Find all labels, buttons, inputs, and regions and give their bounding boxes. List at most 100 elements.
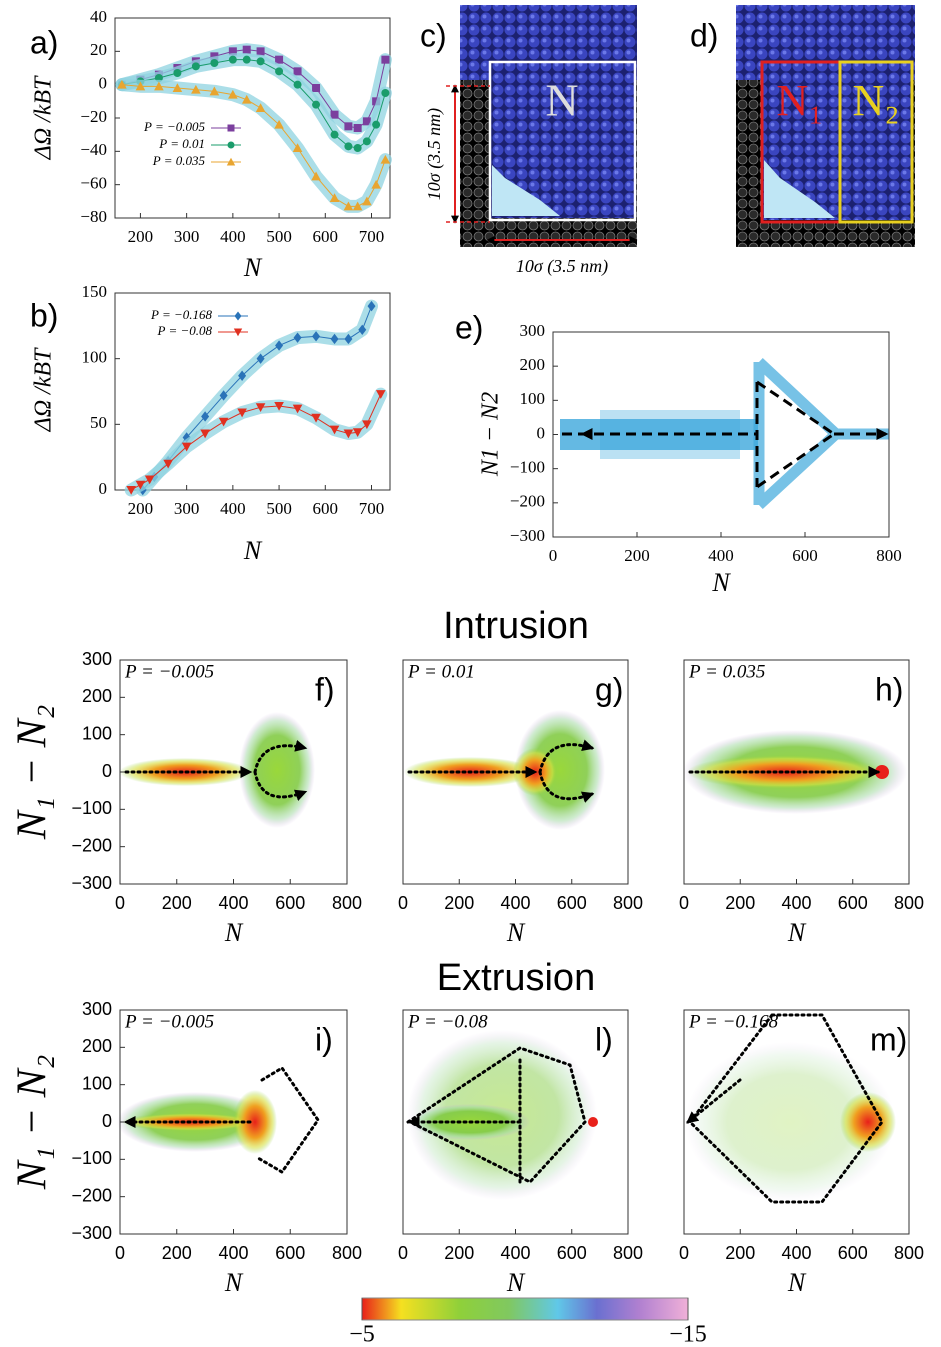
marker — [353, 144, 362, 152]
colorbar-label: −5 — [349, 1322, 375, 1347]
marker — [330, 333, 339, 345]
y-tick-label: 100 — [82, 723, 112, 743]
legend-label: P = 0.01 — [158, 136, 205, 151]
marker — [293, 332, 302, 343]
marker — [144, 475, 155, 485]
marker — [330, 110, 339, 119]
marker — [200, 429, 210, 439]
scatter-cloud — [560, 357, 889, 510]
x-tick-label: 800 — [894, 893, 924, 913]
panel-c: N 10σ (3.5 nm) 10σ (3.5 nm) c) — [420, 5, 638, 277]
marker — [241, 94, 252, 104]
height-label: 10σ (3.5 nm) — [424, 108, 445, 200]
marker — [293, 67, 302, 76]
region-box — [488, 60, 637, 222]
marker — [154, 81, 164, 91]
y-tick-label: 0 — [537, 423, 546, 442]
marker — [362, 137, 371, 146]
panel-title: P = −0.08 — [407, 1011, 488, 1032]
marker — [256, 57, 265, 66]
y-tick-label: −60 — [80, 174, 107, 193]
x-tick-label: 500 — [266, 499, 292, 518]
marker — [352, 428, 363, 438]
legend-marker — [234, 311, 242, 321]
x-tick-label: 200 — [725, 893, 755, 913]
marker — [242, 45, 251, 54]
marker — [172, 83, 183, 92]
marker — [367, 300, 376, 312]
y-tick-label: 200 — [82, 1036, 112, 1056]
x-axis-label: N — [711, 568, 731, 597]
marker — [255, 103, 266, 112]
marker — [311, 413, 321, 423]
x-tick-label: 0 — [549, 546, 558, 565]
x-tick-label: 200 — [128, 499, 154, 518]
marker — [163, 459, 173, 469]
marker — [311, 171, 321, 181]
x-tick-label: 400 — [218, 893, 248, 913]
region-label: N₁ — [776, 76, 823, 125]
marker — [362, 196, 372, 206]
marker — [372, 97, 381, 106]
marker — [238, 370, 247, 381]
x-tick-label: 800 — [894, 1243, 924, 1263]
x-tick-label: 0 — [398, 1243, 408, 1263]
x-tick-label: 800 — [332, 893, 362, 913]
marker — [242, 55, 251, 64]
plot-frame — [114, 292, 391, 491]
marker — [353, 124, 362, 132]
x-tick-label: 400 — [781, 893, 811, 913]
marker — [358, 324, 367, 335]
x-tick-label: 200 — [444, 893, 474, 913]
section-heading: Extrusion — [437, 957, 595, 999]
density-l — [406, 1030, 598, 1200]
x-tick-label: 200 — [725, 1243, 755, 1263]
marker — [135, 480, 146, 490]
marker — [292, 143, 303, 152]
y-tick-label: −300 — [71, 1223, 112, 1243]
x-tick-label: 800 — [613, 1243, 643, 1263]
x-tick-label: 300 — [174, 227, 200, 246]
width-label: 10σ (3.5 nm) — [516, 256, 608, 277]
y-tick-label: 100 — [82, 1073, 112, 1093]
legend-marker — [227, 141, 235, 149]
marker — [191, 84, 201, 94]
y-axis-label: N₁ − N₂ — [10, 1055, 56, 1191]
marker — [135, 81, 146, 91]
marker — [191, 62, 200, 71]
marker — [228, 89, 238, 99]
marker — [126, 486, 136, 495]
x-tick-label: 700 — [359, 499, 385, 518]
marker — [228, 55, 237, 64]
x-tick-label: 600 — [275, 1243, 305, 1263]
marker — [274, 119, 284, 129]
x-tick-label: 600 — [792, 546, 818, 565]
y-tick-label: −200 — [71, 835, 112, 855]
panel-label: g) — [595, 671, 623, 707]
colorbar — [361, 1297, 689, 1321]
region-label: N₂ — [852, 76, 899, 125]
y-tick-label: −200 — [510, 492, 545, 511]
marker — [362, 420, 372, 430]
marker — [255, 403, 266, 413]
marker — [312, 331, 321, 342]
marker — [380, 154, 391, 164]
density-m — [685, 1013, 896, 1204]
vapor — [764, 160, 835, 218]
y-tick-label: 100 — [82, 348, 108, 367]
y-tick-label: −80 — [80, 207, 107, 226]
x-tick-label: 600 — [275, 893, 305, 913]
marker — [275, 55, 284, 64]
marker — [344, 142, 353, 151]
x-tick-label: 400 — [500, 893, 530, 913]
panel-label: e) — [455, 309, 483, 345]
x-tick-label: 600 — [557, 893, 587, 913]
marker — [329, 193, 340, 202]
x-axis-label: N — [506, 918, 526, 947]
x-tick-label: 600 — [838, 1243, 868, 1263]
y-tick-label: −100 — [510, 458, 545, 477]
marker — [292, 404, 303, 414]
y-tick-label: 0 — [102, 1111, 112, 1131]
density-h — [683, 730, 907, 814]
marker — [371, 179, 381, 189]
